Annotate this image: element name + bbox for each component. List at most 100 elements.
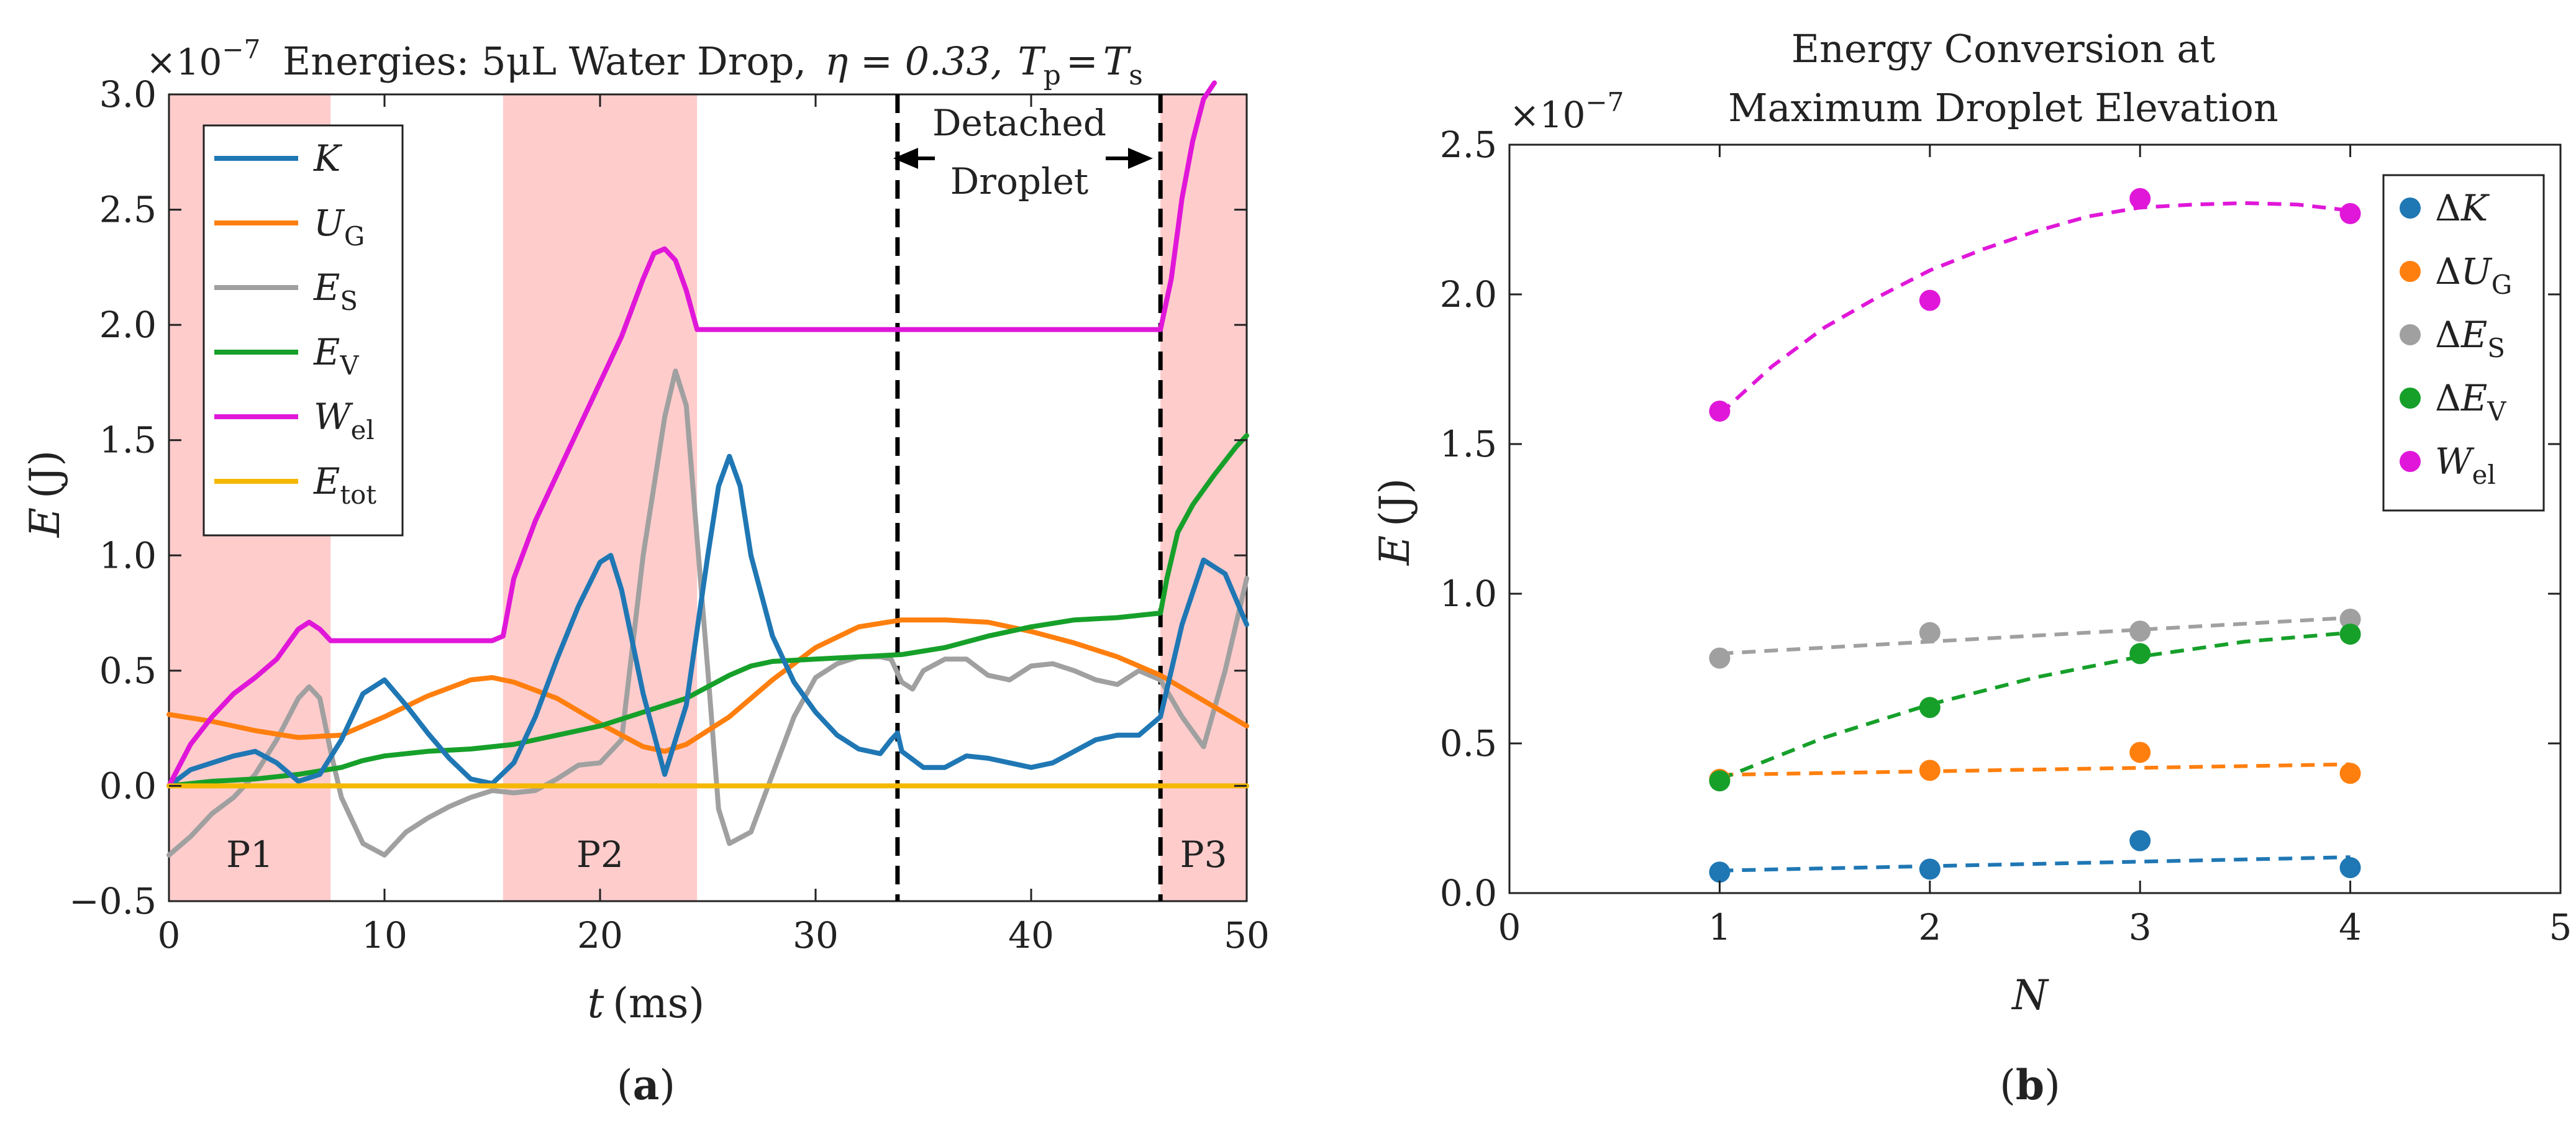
xtick-label-a: 40	[1008, 914, 1054, 956]
legend-marker-delta-u-g	[2400, 261, 2421, 282]
axes-frame-a	[168, 93, 1248, 902]
xtick-label-b: 3	[2129, 906, 2152, 948]
legend-label-k-symbol: K	[313, 137, 343, 179]
plot-frame-a	[168, 93, 1248, 902]
ytick-label-a: 0.5	[99, 650, 157, 692]
legend-label-delta-k: ΔK	[2435, 187, 2490, 229]
detached-label-line2: Droplet	[950, 160, 1088, 202]
fit-curve-delta-e-s	[1719, 615, 2351, 656]
data-point-delta-e-s	[2339, 608, 2361, 630]
panel-label-b: (b)	[2000, 1061, 2060, 1109]
title-b-line1: Energy Conversion at	[1791, 26, 2216, 71]
legend-label-e-s-symbol: E	[313, 266, 340, 309]
data-point-delta-e-s	[1709, 647, 1731, 669]
phase-label-p3: P3	[1180, 833, 1227, 876]
legend-label-delta-u-g-subscript: G	[2492, 270, 2512, 300]
ytick-label-b: 0.5	[1440, 722, 1497, 765]
legend-label-delta-e-s-symbol: E	[2460, 314, 2487, 356]
legend-label-w-el-subscript: el	[2472, 460, 2496, 490]
legend-label-e-v-symbol: E	[313, 331, 340, 373]
fit-curve-delta-k	[1719, 855, 2351, 873]
series-line-e-v	[166, 433, 1249, 789]
phase-region-p3	[1160, 94, 1247, 901]
data-point-delta-k	[2339, 857, 2361, 879]
ytick-label-a: 2.5	[99, 189, 157, 231]
xtick-label-b: 0	[1498, 906, 1521, 948]
detached-label-line1: Detached	[932, 102, 1106, 144]
legend-label-delta-e-s-delta: Δ	[2435, 314, 2461, 356]
ytick-label-b: 1.5	[1440, 423, 1497, 465]
legend-label-delta-u-g: ΔUG	[2435, 250, 2512, 300]
data-point-delta-e-v	[2129, 643, 2151, 665]
data-point-delta-e-v	[1709, 770, 1731, 792]
ytick-label-a: 3.0	[99, 73, 157, 116]
ytick-label-a: −0.5	[69, 880, 157, 922]
ytick-label-b: 0.0	[1440, 872, 1497, 914]
panel-b: 0 1 2 3 4 5 0.0 0.5 1.0 1.5 2.0 2.5 Energy Conversi…	[1371, 26, 2572, 1109]
fit-curve-delta-u-g	[1719, 762, 2351, 777]
ytick-label-a: 1.0	[99, 534, 157, 576]
fit-curves	[1718, 201, 2351, 873]
xtick-label-a: 50	[1224, 914, 1270, 956]
legend-label-u-g-subscript: G	[344, 221, 365, 252]
legend-label-e-tot-subscript: tot	[340, 479, 376, 510]
exponent-b: ×10−7	[1509, 87, 1624, 136]
legend-marker-delta-k	[2400, 197, 2421, 219]
legend-label-delta-e-v-symbol: E	[2460, 377, 2487, 419]
data-point-w-el	[1709, 400, 1731, 422]
axes-frame-b	[1508, 143, 2562, 894]
series-line-k	[166, 453, 1249, 789]
title-b-line2: Maximum Droplet Elevation	[1728, 85, 2278, 130]
exponent-a: ×10−7	[146, 34, 260, 83]
data-point-w-el	[2129, 188, 2151, 209]
ylabel-b: E(J)	[1371, 478, 1419, 566]
ytick-label-a: 1.5	[99, 419, 157, 461]
legend-label-w-el: Wel	[2435, 440, 2496, 490]
ytick-label-a: 2.0	[99, 304, 157, 346]
data-point-delta-e-v	[2339, 624, 2361, 645]
ytick-label-b: 1.0	[1440, 573, 1497, 615]
legend-label-delta-u-g-delta: Δ	[2435, 250, 2461, 293]
data-point-delta-k	[1709, 861, 1731, 883]
legend-box-a	[203, 124, 404, 537]
panel-a: 0 10 20 30 40 50−0.50.00.51.01.52.02.53.0 P1 …	[21, 34, 1270, 1109]
legend-marker-w-el	[2400, 451, 2421, 472]
legend-label-delta-u-g-symbol: U	[2461, 250, 2493, 293]
legend-label-delta-e-v: ΔEV	[2435, 377, 2506, 427]
legend-label-e-s: ES	[313, 266, 358, 316]
phase-region-p2	[503, 94, 698, 901]
data-point-delta-e-s	[1919, 622, 1941, 643]
legend-label-delta-k-symbol: K	[2460, 187, 2490, 229]
xtick-label-b: 1	[1708, 906, 1731, 948]
data-point-delta-u-g	[1919, 760, 1941, 781]
fit-curve-delta-e-v	[1719, 630, 2351, 781]
xtick-label-b: 2	[1918, 906, 1941, 948]
title-a: Energies: 5μL Water Drop, η = 0.33, Tp = Ts	[283, 39, 1143, 91]
plot-frame-b	[1508, 143, 2562, 894]
legend-marker-delta-e-v	[2400, 388, 2421, 409]
detachment-markers	[895, 94, 1163, 901]
legend-label-u-g: UG	[314, 202, 365, 252]
legend-label-u-g-symbol: U	[314, 202, 345, 244]
data-point-delta-k	[1919, 858, 1941, 880]
phase-label-p2: P2	[576, 833, 624, 876]
xtick-label-b: 4	[2339, 906, 2362, 948]
xtick-label-a: 30	[793, 914, 839, 956]
legend-label-delta-e-s-subscript: S	[2487, 333, 2505, 363]
legend-label-e-v-subscript: V	[339, 350, 359, 381]
data-point-delta-k	[2129, 830, 2151, 851]
legend-label-delta-e-v-delta: Δ	[2435, 377, 2461, 419]
ytick-label-a: 0.0	[99, 765, 157, 807]
series-line-w-el	[166, 80, 1217, 789]
panel-label-a: (a)	[617, 1061, 675, 1109]
legend-label-w-el-symbol: W	[2435, 440, 2475, 483]
legend-label-w-el: Wel	[314, 396, 375, 445]
legend-label-e-tot: Etot	[313, 460, 376, 510]
legend-label-w-el-symbol: W	[314, 396, 353, 438]
detached-arrow	[893, 148, 1153, 169]
legend-label-delta-k-delta: Δ	[2435, 187, 2461, 229]
legend-label-delta-e-v-subscript: V	[2487, 396, 2506, 427]
